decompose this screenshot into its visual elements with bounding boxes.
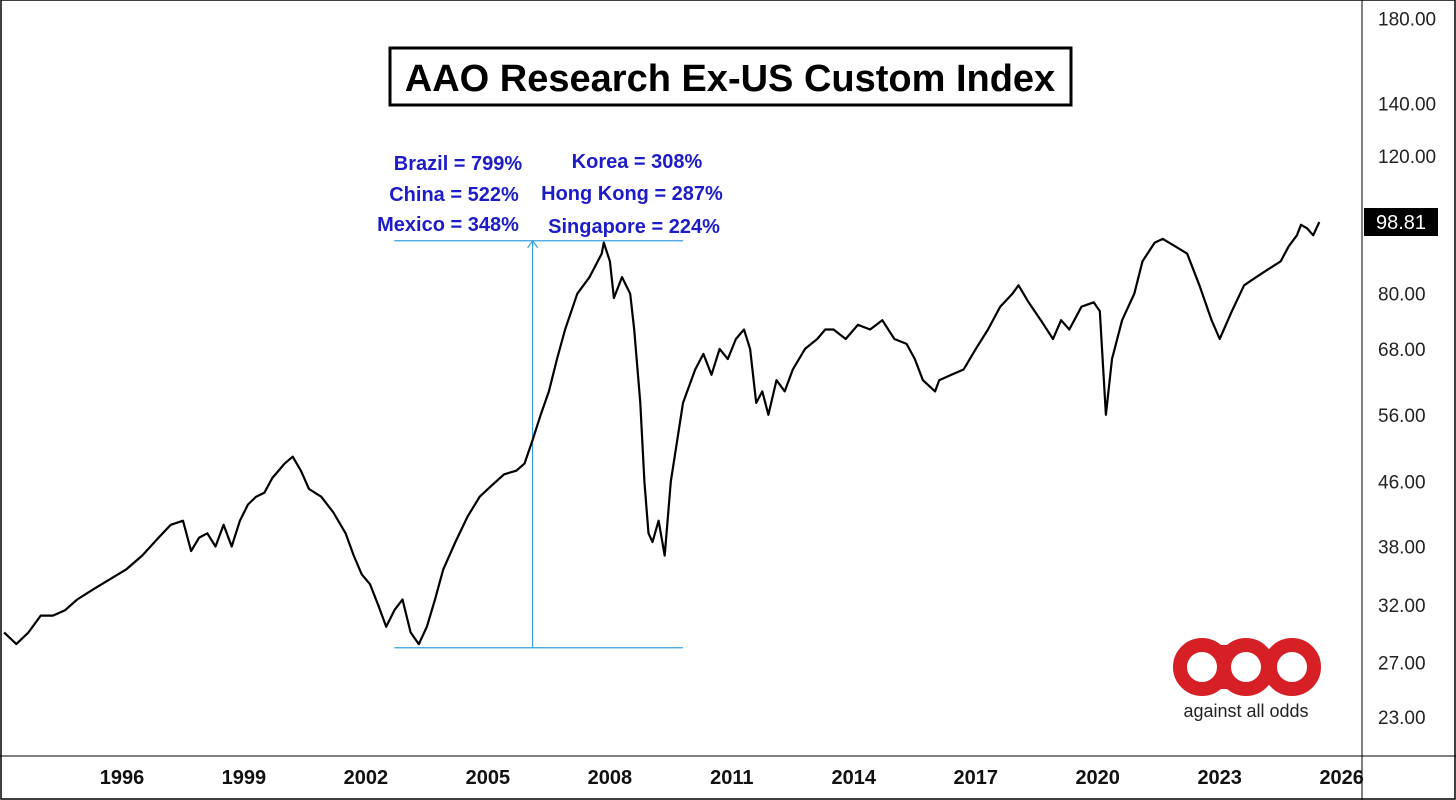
current-value-label: 98.81 [1376, 212, 1426, 234]
measure-tool [394, 239, 684, 649]
x-tick-label: 2002 [344, 767, 389, 789]
x-tick-label: 1999 [222, 767, 267, 789]
annotation-singapore: Singapore = 224% [548, 216, 720, 238]
y-tick-label: 180.00 [1378, 9, 1436, 30]
measure-arrowhead [527, 239, 539, 249]
chart-title: AAO Research Ex-US Custom Index [405, 58, 1055, 100]
y-tick-label: 27.00 [1378, 654, 1426, 675]
y-tick-label: 56.00 [1378, 406, 1426, 427]
x-tick-label: 2023 [1197, 767, 1242, 789]
y-tick-label: 23.00 [1378, 708, 1426, 729]
y-axis-ticks: 180.00 140.00 120.00 80.00 68.00 56.00 46.00 38… [1378, 9, 1436, 729]
x-tick-label: 2005 [466, 767, 511, 789]
y-tick-label: 32.00 [1378, 596, 1426, 617]
x-tick-label: 2008 [588, 767, 633, 789]
annotation-korea: Korea = 308% [572, 151, 703, 173]
x-axis-ticks: 1996 1999 2002 2005 2008 2011 2014 2017 2020 2023… [100, 767, 1364, 789]
y-tick-label: 46.00 [1378, 473, 1426, 494]
logo-ring-2 [1217, 638, 1275, 696]
x-tick-label: 2011 [710, 767, 753, 789]
title-box [388, 46, 1073, 107]
x-tick-label: 2014 [832, 767, 877, 789]
badge-background [1364, 208, 1438, 236]
y-tick-label: 120.00 [1378, 147, 1436, 168]
x-tick-label: 2026 [1319, 767, 1364, 789]
x-tick-label: 2020 [1075, 767, 1120, 789]
logo-ring-3 [1263, 638, 1321, 696]
x-tick-label: 2017 [954, 767, 999, 789]
logo-text: against all odds [1183, 701, 1308, 721]
annotation-hong-kong: Hong Kong = 287% [541, 183, 723, 205]
annotation-mexico: Mexico = 348% [377, 214, 519, 236]
series-line [3, 221, 1321, 646]
y-tick-label: 80.00 [1378, 285, 1426, 306]
x-tick-label: 1996 [100, 767, 145, 789]
y-tick-label: 38.00 [1378, 538, 1426, 559]
annotation-china: China = 522% [389, 184, 519, 206]
annotation-brazil: Brazil = 799% [394, 153, 523, 175]
current-value-badge: 98.81 [1364, 208, 1438, 236]
aao-logo: against all odds [1173, 638, 1321, 721]
y-tick-label: 140.00 [1378, 95, 1436, 116]
y-tick-label: 68.00 [1378, 340, 1426, 361]
